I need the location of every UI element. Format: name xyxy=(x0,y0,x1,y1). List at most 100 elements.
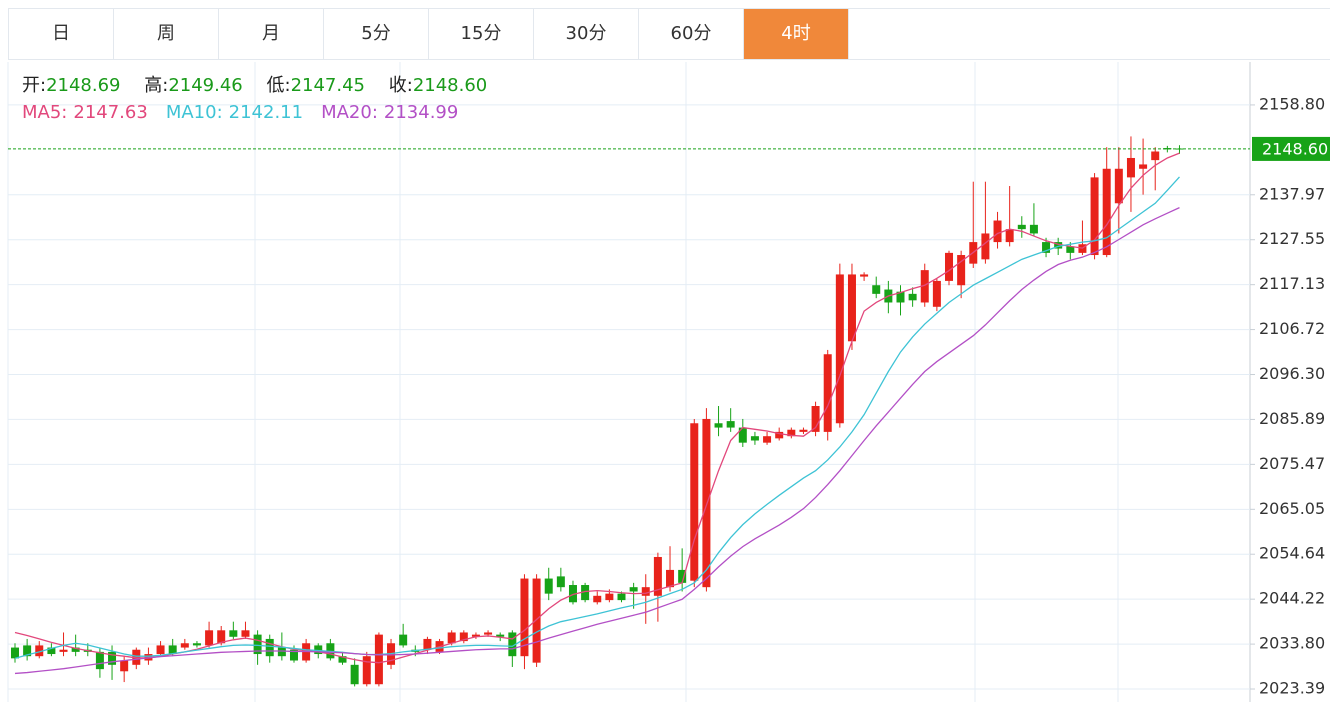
candle-body xyxy=(568,585,577,603)
candle-body xyxy=(1017,224,1026,230)
period-tab[interactable]: 4时 xyxy=(744,9,849,59)
ma-value: 2142.11 xyxy=(228,102,304,123)
candle-body xyxy=(872,285,881,294)
candle-body xyxy=(459,632,468,642)
y-tick-label: 2085.89 xyxy=(1259,409,1325,428)
candle-body xyxy=(981,233,990,260)
candle-body xyxy=(1114,168,1123,204)
period-tab[interactable]: 日 xyxy=(9,9,114,59)
period-tab[interactable]: 15分 xyxy=(429,9,534,59)
period-tab[interactable]: 周 xyxy=(114,9,219,59)
y-tick-label: 2158.80 xyxy=(1259,94,1325,113)
candle-body xyxy=(23,645,32,657)
candle-body xyxy=(1163,148,1172,150)
candle-body xyxy=(95,651,104,670)
candle-body xyxy=(447,632,456,644)
candle-body xyxy=(581,585,590,601)
candle-body xyxy=(605,593,614,601)
candle-body xyxy=(265,638,274,657)
period-tab[interactable]: 月 xyxy=(219,9,324,59)
candle-body xyxy=(314,645,323,655)
close-value: 2148.60 xyxy=(412,75,488,96)
candle-body xyxy=(350,664,359,685)
candle-body xyxy=(957,255,966,286)
candle-body xyxy=(690,423,699,581)
candle-body xyxy=(544,578,553,594)
period-tab[interactable]: 5分 xyxy=(324,9,429,59)
candle-body xyxy=(11,647,19,659)
ma-separator: : xyxy=(61,102,68,123)
candle-body xyxy=(520,578,529,657)
ma-legend-item: MA10: 2142.11 xyxy=(166,102,303,123)
candle-body xyxy=(532,578,541,663)
candle-body xyxy=(726,421,735,428)
ma-line xyxy=(14,152,1180,664)
candle-body xyxy=(47,647,56,655)
ma-name: MA20 xyxy=(321,102,372,123)
candle-body xyxy=(338,656,347,663)
candle-body xyxy=(1005,229,1014,243)
ma-line xyxy=(14,207,1180,675)
candle-body xyxy=(205,630,214,646)
candle-body xyxy=(847,274,856,342)
ma-legend-item: MA5: 2147.63 xyxy=(22,102,148,123)
candle-body xyxy=(763,436,772,443)
candle-body xyxy=(59,649,68,652)
candle-body xyxy=(908,293,917,301)
candle-body xyxy=(423,638,432,650)
last-price-label: 2148.60 xyxy=(1262,139,1328,158)
ma-separator: : xyxy=(216,102,223,123)
y-tick-label: 2106.72 xyxy=(1259,319,1325,338)
candle-body xyxy=(399,634,408,646)
candle-body xyxy=(1066,246,1075,253)
candle-body xyxy=(920,270,929,303)
candle-body xyxy=(1151,151,1160,161)
candle-body xyxy=(192,643,201,646)
candle-body xyxy=(629,587,638,592)
last-price-tag xyxy=(1252,136,1330,161)
y-tick-label: 2137.97 xyxy=(1259,184,1325,203)
candle-body xyxy=(641,587,650,596)
candle-body xyxy=(835,274,844,424)
candle-body xyxy=(35,645,44,657)
candle-body xyxy=(823,354,832,432)
low-value: 2147.45 xyxy=(290,75,366,96)
candle-body xyxy=(811,406,820,432)
info-panel: 开:2148.69 高:2149.46 低:2147.45 收:2148.60 … xyxy=(22,72,505,126)
y-tick-label: 2044.22 xyxy=(1259,589,1325,608)
candle-body xyxy=(180,643,189,648)
candle-body xyxy=(593,595,602,603)
candle-body xyxy=(508,632,517,657)
period-tab[interactable]: 30分 xyxy=(534,9,639,59)
candle-body xyxy=(860,274,869,277)
y-tick-label: 2075.47 xyxy=(1259,454,1325,473)
candle-body xyxy=(156,645,165,655)
candle-body xyxy=(666,569,675,588)
candle-body xyxy=(71,647,80,652)
ohlc-row: 开:2148.69 高:2149.46 低:2147.45 收:2148.60 xyxy=(22,72,505,99)
candle-body xyxy=(1029,224,1038,234)
candle-body xyxy=(496,634,505,637)
ma-line xyxy=(14,176,1180,659)
close-label: 收: xyxy=(388,75,413,96)
candle-body xyxy=(362,656,371,685)
candle-body xyxy=(1042,242,1051,253)
candle-body xyxy=(945,252,954,281)
ma-name: MA5 xyxy=(22,102,62,123)
candle-body xyxy=(229,630,238,637)
candle-body xyxy=(484,632,493,635)
period-tab[interactable]: 60分 xyxy=(639,9,744,59)
candle-body xyxy=(678,569,687,583)
candle-body xyxy=(653,556,662,596)
low-label: 低: xyxy=(266,75,291,96)
candle-body xyxy=(993,220,1002,243)
candle-body xyxy=(775,431,784,439)
candle-body xyxy=(556,576,565,588)
candle-body xyxy=(896,291,905,303)
y-tick-label: 2023.39 xyxy=(1259,679,1325,698)
candle-body xyxy=(217,630,226,644)
candle-body xyxy=(787,429,796,437)
ma-legend: MA5: 2147.63 MA10: 2142.11 MA20: 2134.99 xyxy=(22,99,505,126)
